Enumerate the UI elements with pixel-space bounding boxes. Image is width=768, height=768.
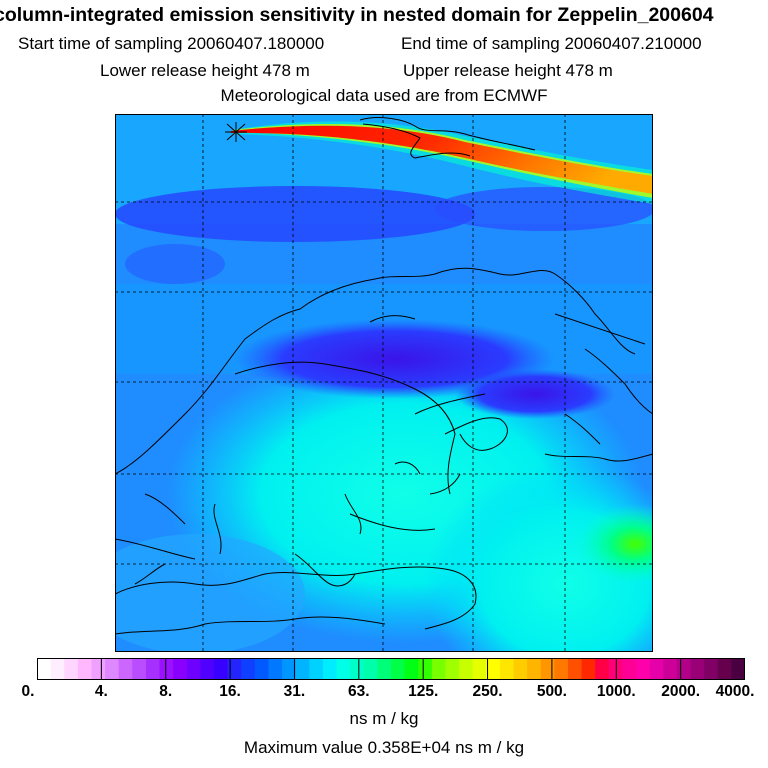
colorbar-swatch [636,658,651,680]
end-time-label: End time of sampling 20060407.210000 [401,34,702,53]
colorbar-swatch [418,658,433,680]
colorbar-swatch [336,658,351,680]
colorbar-swatch [145,658,161,680]
colorbar-tick-label: 2000. [661,683,701,700]
colorbar-swatch [363,658,378,680]
purple-patch-west [125,244,225,284]
colorbar-tick-label: 250. [472,683,503,700]
colorbar-swatch [581,658,596,680]
colorbar-swatch [132,658,147,680]
colorbar-swatch [622,658,637,680]
colorbar-tick-label: 1000. [596,683,636,700]
colorbar-swatch [431,658,446,680]
colorbar-tick-label: 0. [21,683,35,700]
colorbar-tick-label: 63. [348,683,370,700]
colorbar-swatch [459,658,474,680]
colorbar-swatch [377,658,392,680]
colorbar-swatch [704,658,719,680]
plot-title: column-integrated emission sensitivity i… [0,4,714,26]
colorbar-swatch [173,658,188,680]
colorbar-swatch [118,658,133,680]
purple-band-north-east [435,187,655,231]
colorbar-swatch [731,658,746,680]
lower-height-label: Lower release height 478 m [100,61,310,80]
colorbar-swatch [527,658,542,680]
colorbar-swatch [227,658,242,680]
colorbar-swatch [663,658,678,680]
colorbar-tick-label: 4000. [715,683,755,700]
colorbar-swatch [322,658,338,680]
emission-sensitivity-map [85,114,705,704]
plume-outer-halo [233,121,653,204]
colorbar-swatch [268,658,283,680]
purple-band-north [115,186,475,242]
colorbar-swatch [105,658,120,680]
upper-height-label: Upper release height 478 m [403,61,613,80]
colorbar-swatch [37,658,52,680]
colorbar-tick-label: 500. [536,683,567,700]
colorbar [36,658,746,680]
colorbar-tick-label: 8. [159,683,173,700]
colorbar-swatch [676,658,692,680]
colorbar-swatch [540,658,555,680]
colorbar-swatch [717,658,732,680]
colorbar-swatch [486,658,501,680]
colorbar-tick-label: 125. [408,683,439,700]
colorbar-swatch [472,658,487,680]
colorbar-swatch [554,658,569,680]
colorbar-swatch [309,658,324,680]
coastlines [114,117,654,635]
colorbar-swatch [159,658,174,680]
colorbar-tick-label: 4. [94,683,108,700]
colorbar-swatch [404,658,419,680]
colorbar-swatch [282,658,297,680]
colorbar-swatch [595,658,610,680]
colorbar-swatch [254,658,269,680]
colorbar-units: ns m / kg [349,709,419,728]
purple-band-east [455,369,615,419]
colorbar-swatch [91,658,106,680]
colorbar-swatch [350,658,365,680]
release-star-marker [225,122,247,142]
colorbar-swatch [241,658,256,680]
plume-core [231,125,653,194]
colorbar-swatch [499,658,515,680]
colorbar-swatch [445,658,460,680]
colorbar-swatch [64,658,79,680]
colorbar-swatch [214,658,229,680]
colorbar-swatch [568,658,583,680]
map-border [115,114,653,652]
max-value-label: Maximum value 0.358E+04 ns m / kg [243,738,525,757]
colorbar-swatch [513,658,528,680]
colorbar-tick-label: 31. [283,683,306,700]
colorbar-swatch [295,658,310,680]
colorbar-swatch [649,658,664,680]
colorbar-swatch [77,658,92,680]
start-time-label: Start time of sampling 20060407.180000 [18,34,325,53]
colorbar-border [37,658,745,680]
colorbar-swatch [186,658,201,680]
colorbar-swatch [690,658,705,680]
colorbar-swatch [391,658,406,680]
colorbar-tick-label: 16. [219,683,241,700]
met-data-label: Meteorological data used are from ECMWF [220,86,548,105]
colorbar-swatch [200,658,215,680]
colorbar-swatch [50,658,65,680]
